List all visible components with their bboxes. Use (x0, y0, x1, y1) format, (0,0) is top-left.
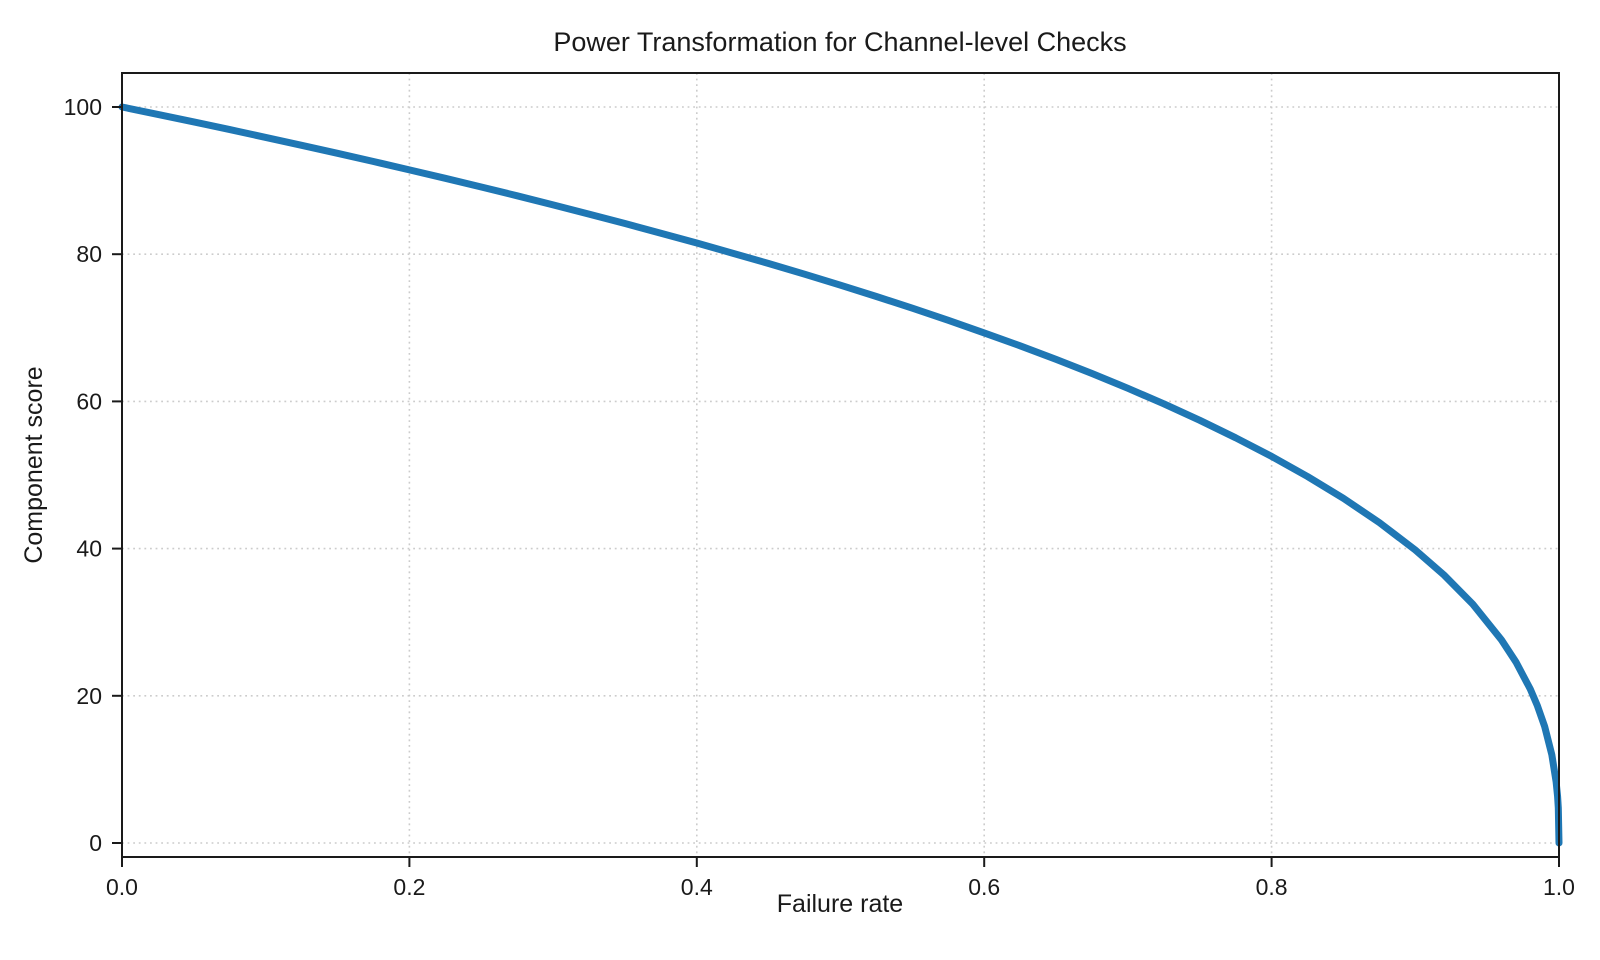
x-tick-label: 0.2 (393, 874, 425, 900)
axis-ticks (112, 106, 1560, 867)
y-tick-label: 40 (76, 536, 102, 562)
y-tick-label: 60 (76, 388, 102, 414)
x-tick-label: 0.0 (106, 874, 138, 900)
y-tick-label: 0 (89, 830, 102, 856)
y-tick-label: 80 (76, 241, 102, 267)
gridlines (121, 73, 1560, 857)
plot-frame (121, 72, 1560, 858)
x-tick-label: 0.6 (968, 874, 1000, 900)
y-tick-label: 100 (64, 94, 102, 120)
chart-title: Power Transformation for Channel-level C… (553, 27, 1126, 57)
x-tick-label: 0.8 (1256, 874, 1288, 900)
y-axis-label: Component score (20, 366, 48, 563)
tick-labels: 0.0 0.2 0.4 0.6 0.8 1.0 0 20 40 60 80 100 (64, 94, 1575, 900)
y-tick-label: 20 (76, 683, 102, 709)
component-score-curve (118, 103, 1563, 847)
series-group (118, 103, 1563, 847)
x-tick-label: 1.0 (1543, 874, 1575, 900)
x-tick-label: 0.4 (681, 874, 713, 900)
x-axis-label: Failure rate (777, 890, 903, 918)
